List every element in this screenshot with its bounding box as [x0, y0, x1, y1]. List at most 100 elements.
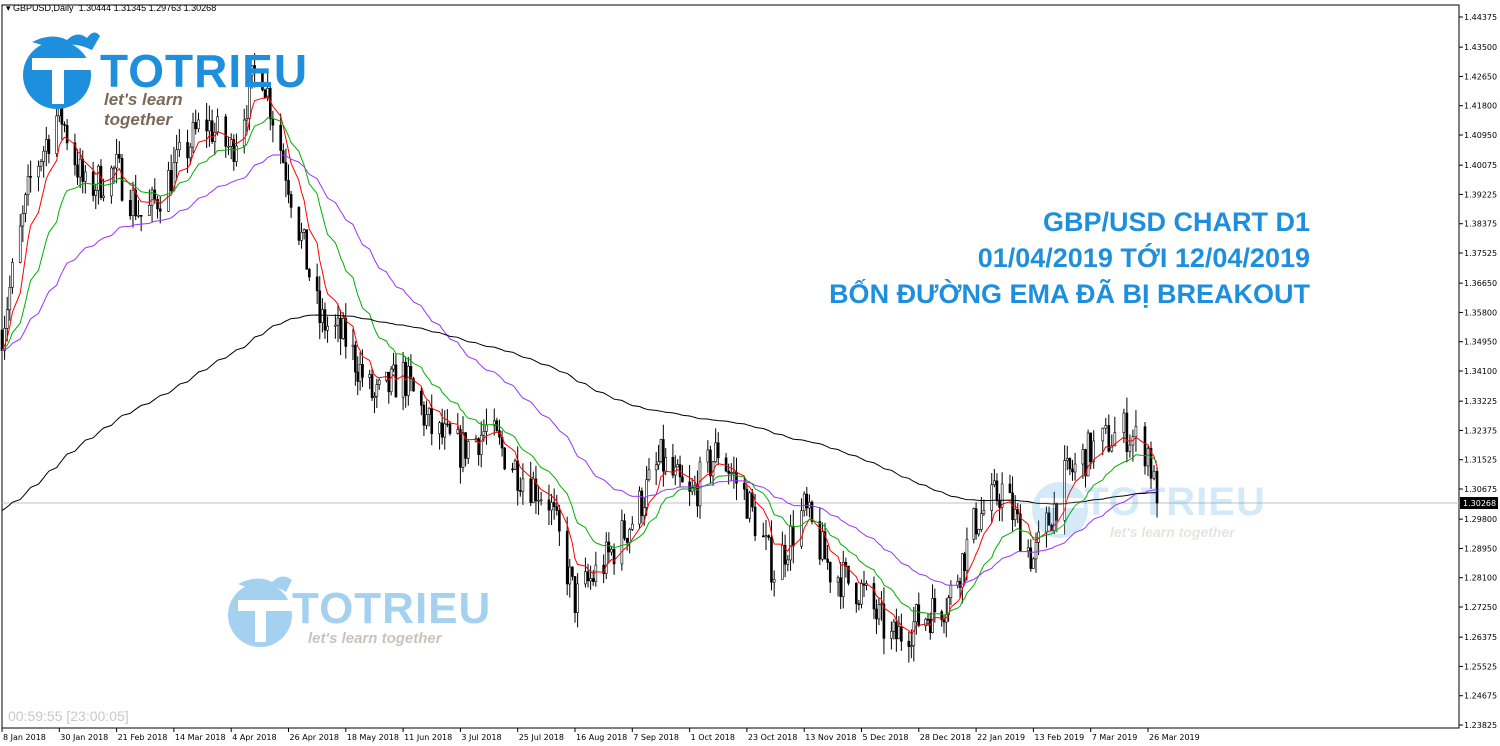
- bear-candle: [872, 583, 876, 610]
- bear-candle: [422, 405, 426, 426]
- bear-candle: [586, 571, 590, 582]
- bear-candle: [289, 194, 293, 208]
- bear-candle: [607, 541, 611, 553]
- bull-candle: [1152, 470, 1156, 479]
- bull-candle: [961, 553, 964, 588]
- bull-candle: [980, 513, 983, 530]
- bear-candle: [1143, 426, 1147, 467]
- bull-candle: [26, 175, 30, 195]
- bear-candle: [459, 429, 462, 468]
- x-tick-label: 30 Jan 2018: [60, 733, 108, 742]
- bear-candle: [387, 371, 391, 393]
- x-tick-label: 1 Oct 2018: [691, 733, 735, 742]
- bull-candle: [227, 145, 230, 148]
- bull-candle: [425, 414, 428, 426]
- bull-candle: [729, 472, 733, 474]
- bull-candle: [654, 464, 658, 471]
- bull-candle: [302, 229, 306, 233]
- bear-candle: [91, 171, 95, 196]
- bear-candle: [448, 423, 452, 434]
- bull-candle: [250, 65, 254, 76]
- bear-candle: [1089, 432, 1092, 462]
- bull-candle: [479, 434, 483, 456]
- bear-candle: [558, 510, 561, 532]
- bear-candle: [271, 118, 275, 126]
- bull-candle: [427, 407, 431, 415]
- bear-candle: [81, 158, 85, 182]
- bull-candle: [841, 562, 845, 597]
- bull-candle: [438, 422, 441, 435]
- bear-candle: [224, 116, 228, 147]
- bull-candle: [620, 520, 624, 565]
- bull-candle: [1045, 512, 1048, 533]
- bull-candle: [550, 502, 553, 511]
- bull-candle: [1122, 412, 1126, 434]
- bear-candle: [591, 578, 595, 582]
- bear-candle: [623, 520, 626, 539]
- bear-candle: [232, 139, 236, 162]
- x-tick-label: 23 Oct 2018: [748, 733, 797, 742]
- bull-candle: [821, 531, 824, 560]
- bull-candle: [242, 119, 246, 147]
- bull-candle: [407, 365, 410, 396]
- bull-candle: [389, 368, 393, 393]
- bull-candle: [1034, 541, 1038, 560]
- bear-candle: [662, 439, 665, 472]
- bull-candle: [1086, 432, 1090, 477]
- bull-candle: [18, 225, 22, 263]
- bull-candle: [336, 317, 340, 326]
- bull-candle: [982, 510, 986, 514]
- bull-candle: [706, 449, 710, 463]
- bull-candle: [334, 324, 337, 327]
- bear-candle: [1019, 513, 1022, 552]
- bear-candle: [709, 449, 712, 477]
- bear-candle: [529, 478, 533, 503]
- bull-candle: [949, 584, 953, 598]
- x-tick-label: 25 Jul 2018: [519, 733, 564, 742]
- y-tick-label: 1.35800: [1464, 308, 1497, 317]
- bull-candle: [137, 215, 140, 217]
- bear-candle: [681, 476, 684, 483]
- y-tick-label: 1.40950: [1464, 131, 1497, 140]
- bull-candle: [1113, 432, 1117, 447]
- bear-candle: [430, 407, 434, 435]
- bull-candle: [44, 139, 48, 152]
- bull-candle: [965, 538, 969, 571]
- bear-candle: [139, 215, 143, 217]
- bull-candle: [191, 122, 195, 148]
- logo-tagline: let's learn together: [104, 90, 183, 129]
- bull-candle: [748, 492, 751, 519]
- x-tick-label: 16 Aug 2018: [576, 733, 627, 742]
- bull-candle: [84, 171, 87, 182]
- bear-candle: [118, 153, 121, 159]
- bull-candle: [456, 429, 460, 434]
- bull-candle: [461, 432, 465, 468]
- bear-candle: [65, 124, 69, 144]
- bull-candle: [131, 189, 135, 217]
- plot-frame: [1, 4, 1460, 729]
- bull-candle: [781, 544, 784, 580]
- bull-candle: [645, 479, 648, 508]
- ema-line-21: [1, 117, 1158, 616]
- bear-candle: [409, 365, 413, 379]
- bear-candle: [194, 122, 198, 130]
- bull-candle: [513, 460, 517, 470]
- bear-candle: [839, 577, 842, 597]
- bear-candle: [516, 460, 520, 491]
- bear-candle: [446, 423, 449, 426]
- bull-candle: [589, 578, 592, 582]
- chart-header: ▾ GBPUSD,Daily 1.30444 1.31345 1.29763 1…: [6, 3, 217, 13]
- ema-line-200: [1, 314, 1158, 512]
- bull-candle: [789, 525, 792, 561]
- bear-candle: [354, 344, 357, 373]
- bear-candle: [356, 371, 360, 382]
- bull-candle: [539, 499, 543, 502]
- bull-candle: [638, 490, 641, 525]
- bull-candle: [880, 603, 883, 606]
- bull-candle: [584, 571, 587, 585]
- bear-candle: [1008, 483, 1012, 494]
- bull-candle: [1110, 445, 1114, 452]
- bull-candle: [197, 119, 200, 130]
- totrieu-logo: TOTRIEU let's learn together: [12, 30, 307, 129]
